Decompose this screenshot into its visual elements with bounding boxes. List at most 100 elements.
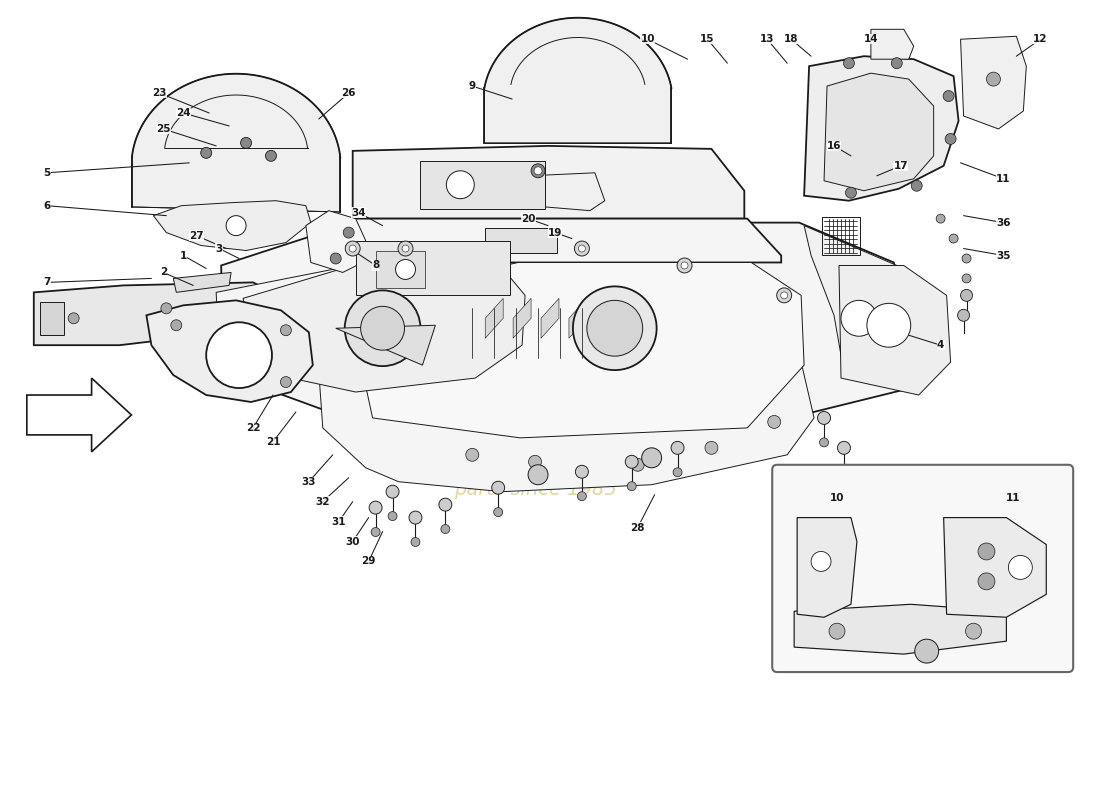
Polygon shape [804,56,958,201]
Polygon shape [804,226,909,390]
Text: 10: 10 [640,34,654,44]
Circle shape [161,303,172,314]
Circle shape [386,486,399,498]
Polygon shape [217,266,513,372]
Polygon shape [174,273,231,292]
Circle shape [987,72,1000,86]
Circle shape [574,241,590,256]
Polygon shape [798,518,857,618]
Circle shape [343,227,354,238]
Text: 36: 36 [997,218,1011,228]
Text: 24: 24 [176,108,190,118]
Circle shape [817,411,830,425]
Circle shape [867,303,911,347]
Circle shape [846,187,857,198]
Polygon shape [146,300,312,402]
Text: a passion for: a passion for [458,435,583,454]
Text: 27: 27 [189,230,204,241]
Circle shape [631,458,645,471]
Circle shape [579,245,585,252]
Circle shape [915,639,938,663]
Polygon shape [541,298,559,338]
Circle shape [829,623,845,639]
Polygon shape [40,302,64,335]
Circle shape [839,468,848,477]
Polygon shape [359,262,804,438]
Text: 3: 3 [216,243,223,254]
Text: 33: 33 [301,477,316,486]
Circle shape [578,492,586,501]
Circle shape [678,258,692,273]
Circle shape [966,623,981,639]
Circle shape [370,501,382,514]
Bar [420,161,544,209]
Text: 5: 5 [43,168,51,178]
Polygon shape [34,282,279,345]
Circle shape [936,214,945,223]
Circle shape [1009,555,1032,579]
Circle shape [958,310,969,322]
Circle shape [411,538,420,546]
Circle shape [811,551,830,571]
Polygon shape [153,201,311,250]
Circle shape [820,438,828,447]
Polygon shape [794,604,1006,654]
Text: 7: 7 [43,278,51,287]
Circle shape [396,259,416,279]
Circle shape [943,90,954,102]
Circle shape [671,442,684,454]
Circle shape [529,455,541,468]
Text: 13: 13 [760,34,774,44]
Circle shape [673,468,682,477]
Circle shape [587,300,642,356]
Text: 17: 17 [893,161,909,171]
Circle shape [330,253,341,264]
Text: 9: 9 [469,81,476,91]
Circle shape [439,498,452,511]
Text: 14: 14 [864,34,878,44]
Circle shape [681,262,688,269]
Circle shape [398,241,412,256]
Circle shape [627,482,636,490]
Polygon shape [944,518,1046,618]
Circle shape [409,511,422,524]
Text: 28: 28 [630,522,645,533]
Circle shape [837,442,850,454]
Circle shape [494,508,503,517]
Circle shape [949,234,958,243]
Circle shape [447,170,474,198]
Circle shape [978,573,994,590]
Polygon shape [484,18,671,143]
Text: 31: 31 [331,517,346,526]
Circle shape [962,291,971,300]
Circle shape [170,320,182,330]
Polygon shape [26,378,132,452]
Polygon shape [319,335,814,492]
Text: 12: 12 [1033,34,1047,44]
Text: 15: 15 [701,34,715,44]
Circle shape [891,58,902,69]
Polygon shape [871,30,914,59]
Circle shape [227,216,246,235]
Polygon shape [824,73,934,190]
Bar [485,228,557,253]
Circle shape [911,180,922,191]
Text: 35: 35 [997,250,1011,261]
Bar [355,241,510,295]
Polygon shape [243,266,525,392]
Circle shape [388,512,397,521]
Polygon shape [839,266,950,395]
Circle shape [573,286,657,370]
Circle shape [206,322,272,388]
Circle shape [945,134,956,144]
FancyBboxPatch shape [772,465,1074,672]
Polygon shape [485,298,503,338]
Circle shape [68,313,79,324]
Text: 21: 21 [266,437,280,447]
Text: 34: 34 [351,208,366,218]
Circle shape [962,254,971,263]
Polygon shape [336,326,436,365]
Text: 25: 25 [156,124,170,134]
Circle shape [200,147,211,158]
Polygon shape [960,36,1026,129]
